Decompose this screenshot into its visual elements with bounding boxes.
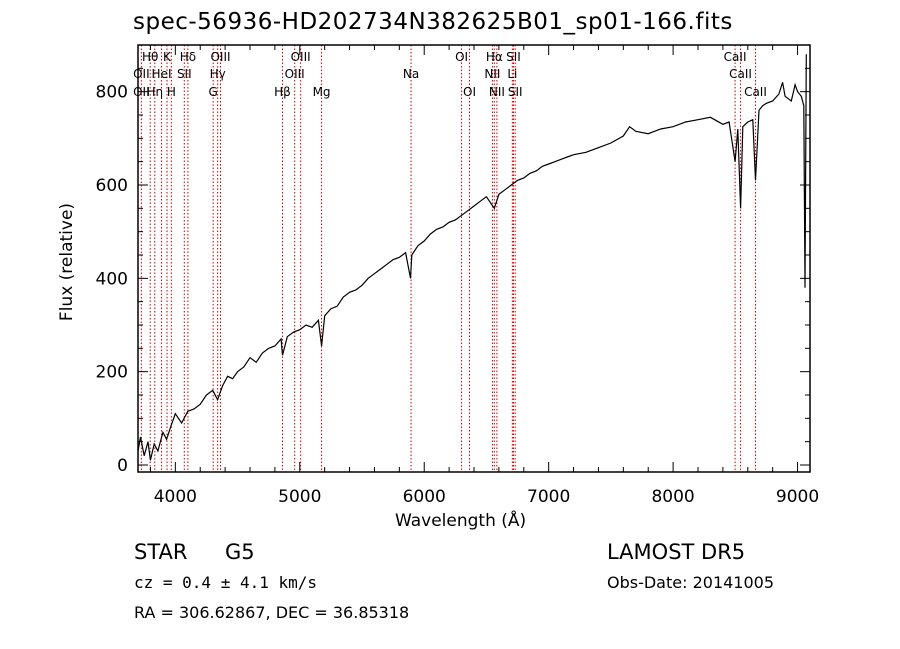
object-class: STAR	[134, 540, 188, 564]
survey-name: LAMOST DR5	[607, 540, 746, 564]
y-tick-label: 400	[96, 269, 128, 289]
observation-date: Obs-Date: 20141005	[607, 573, 775, 592]
line-label: Hη	[146, 85, 163, 99]
y-tick-label: 200	[96, 363, 128, 383]
y-tick-label: 0	[117, 456, 128, 476]
line-label: OI	[463, 85, 476, 99]
line-label: CaII	[744, 85, 767, 99]
line-label: Na	[403, 67, 419, 81]
y-axis-label: Flux (relative)	[57, 202, 77, 322]
spectral-line-markers	[140, 45, 756, 472]
coordinates: RA = 306.62867, DEC = 36.85318	[134, 603, 410, 622]
line-label: SII	[177, 67, 192, 81]
y-tick-label: 800	[96, 83, 128, 103]
plot-frame	[137, 44, 811, 473]
line-label: Mg	[313, 85, 331, 99]
line-label: H	[167, 85, 176, 99]
line-label: G	[209, 85, 218, 99]
line-label: Li	[507, 67, 517, 81]
x-tick-label: 4000	[154, 487, 197, 507]
line-label: Hδ	[180, 50, 196, 64]
axis-ticks: 4000 5000 6000 7000 8000 9000 0 200 400 600 800	[96, 44, 819, 507]
line-label: SII	[508, 85, 523, 99]
line-label: OIII	[291, 50, 311, 64]
spectrum-line	[137, 54, 807, 461]
chart-title: spec-56936-HD202734N382625B01_sp01-166.f…	[133, 9, 733, 35]
line-label: Hβ	[274, 85, 291, 99]
line-label: OI	[455, 50, 468, 64]
line-label: CaII	[724, 50, 747, 64]
line-label: Hγ	[210, 67, 226, 81]
line-label: K	[163, 50, 172, 64]
x-tick-label: 9000	[776, 487, 819, 507]
object-subclass: G5	[225, 540, 255, 564]
line-label: SII	[506, 50, 521, 64]
line-label: HeI	[152, 67, 172, 81]
line-label: Hθ	[142, 50, 158, 64]
line-label: Hα	[486, 50, 503, 64]
x-tick-label: 7000	[527, 487, 570, 507]
line-label: OII	[133, 67, 150, 81]
y-tick-label: 600	[96, 176, 128, 196]
x-tick-label: 5000	[278, 487, 321, 507]
line-label: OII	[133, 85, 150, 99]
line-label: OIII	[210, 50, 230, 64]
x-axis-label: Wavelength (Å)	[395, 511, 527, 531]
line-label: CaII	[729, 67, 752, 81]
redshift-cz: cz = 0.4 ± 4.1 km/s	[134, 573, 318, 592]
x-tick-label: 6000	[403, 487, 446, 507]
line-label: NII	[489, 85, 505, 99]
x-tick-label: 8000	[651, 487, 694, 507]
line-label: NII	[484, 67, 500, 81]
line-label: OIII	[285, 67, 305, 81]
